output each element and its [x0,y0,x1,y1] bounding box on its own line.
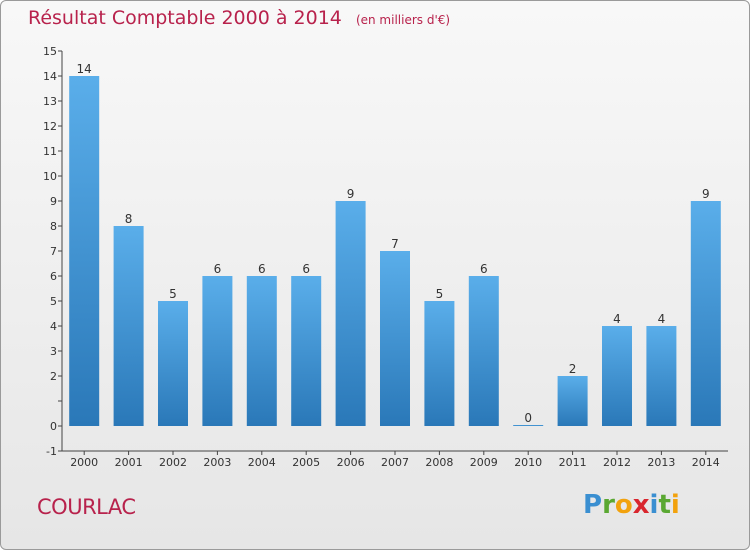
bar [690,201,721,426]
data-label: 2 [569,362,577,376]
bar [602,326,632,426]
bar [513,425,544,426]
bar [335,201,366,426]
commune-name: COURLAC [37,495,136,519]
bars: 14 8 5 6 6 6 9 7 5 6 0 2 4 4 9 [69,62,721,426]
bar [246,276,277,426]
logo-letter: x [632,490,650,520]
y-tick-label: 5 [50,295,57,308]
bar [69,76,100,426]
data-label: 6 [480,262,488,276]
chart-title-main: Résultat Comptable 2000 à 2014 [28,7,342,29]
x-tick-label: 2014 [692,456,720,469]
x-tick-label: 2002 [159,456,187,469]
x-tick-label: 2013 [647,456,675,469]
x-tick-label: 2005 [292,456,320,469]
bar [646,326,677,426]
x-tick-label: 2003 [203,456,231,469]
data-label: 14 [77,62,92,76]
y-tick-label: 7 [50,245,57,258]
logo-letter: i [670,490,680,520]
chart-title-unit: (en milliers d'€) [355,13,451,27]
logo-letter: r [602,490,615,520]
y-tick-label: 8 [50,220,57,233]
x-tick-label: 2010 [514,456,542,469]
bar [380,251,410,426]
data-label: 5 [436,287,444,301]
y-tick-label: 6 [50,270,57,283]
bar [291,276,322,426]
bar [424,301,455,426]
data-label: 4 [658,312,666,326]
y-tick-label: 15 [43,45,57,58]
data-label: 5 [169,287,177,301]
y-tick-label: 13 [43,95,57,108]
y-tick-label: 9 [50,195,57,208]
bar [158,301,188,426]
y-tick-label: 0 [50,420,57,433]
x-tick-label: 2008 [425,456,453,469]
y-tick-label: 10 [43,170,57,183]
x-tick-label: 2011 [559,456,587,469]
logo-letter: o [614,490,633,520]
data-label: 6 [302,262,310,276]
chart-title: Résultat Comptable 2000 à 2014 (en milli… [28,7,450,29]
x-tick-label: 2000 [70,456,98,469]
bar [468,276,499,426]
proxiti-logo[interactable]: Proxiti [583,490,680,520]
x-tick-label: 2009 [470,456,498,469]
y-tick-label: 11 [43,145,57,158]
data-label: 6 [214,262,222,276]
data-label: 7 [391,237,399,251]
axes: -1 0 2 3 4 5 6 7 8 9 10 11 12 13 14 15 2000 2001 2002 2003 2… [43,45,728,469]
y-tick-label: 14 [43,70,57,83]
x-tick-label: 2007 [381,456,409,469]
x-tick-label: 2006 [337,456,365,469]
data-label: 0 [524,411,532,425]
bar [557,376,588,426]
data-label: 9 [702,187,710,201]
x-tick-label: 2004 [248,456,276,469]
y-tick-label: 4 [50,320,57,333]
data-label: 6 [258,262,266,276]
y-tick-label: -1 [46,445,57,458]
bar [113,226,144,426]
x-tick-label: 2001 [115,456,143,469]
data-label: 4 [613,312,621,326]
bar [202,276,233,426]
y-tick-label: 12 [43,120,57,133]
y-tick-label: 2 [50,370,57,383]
y-tick-label: 3 [50,345,57,358]
data-label: 9 [347,187,355,201]
logo-letter: i [649,490,659,520]
logo-letter: P [583,490,603,520]
data-label: 8 [125,212,133,226]
x-tick-label: 2012 [603,456,631,469]
logo-letter: t [658,490,671,520]
